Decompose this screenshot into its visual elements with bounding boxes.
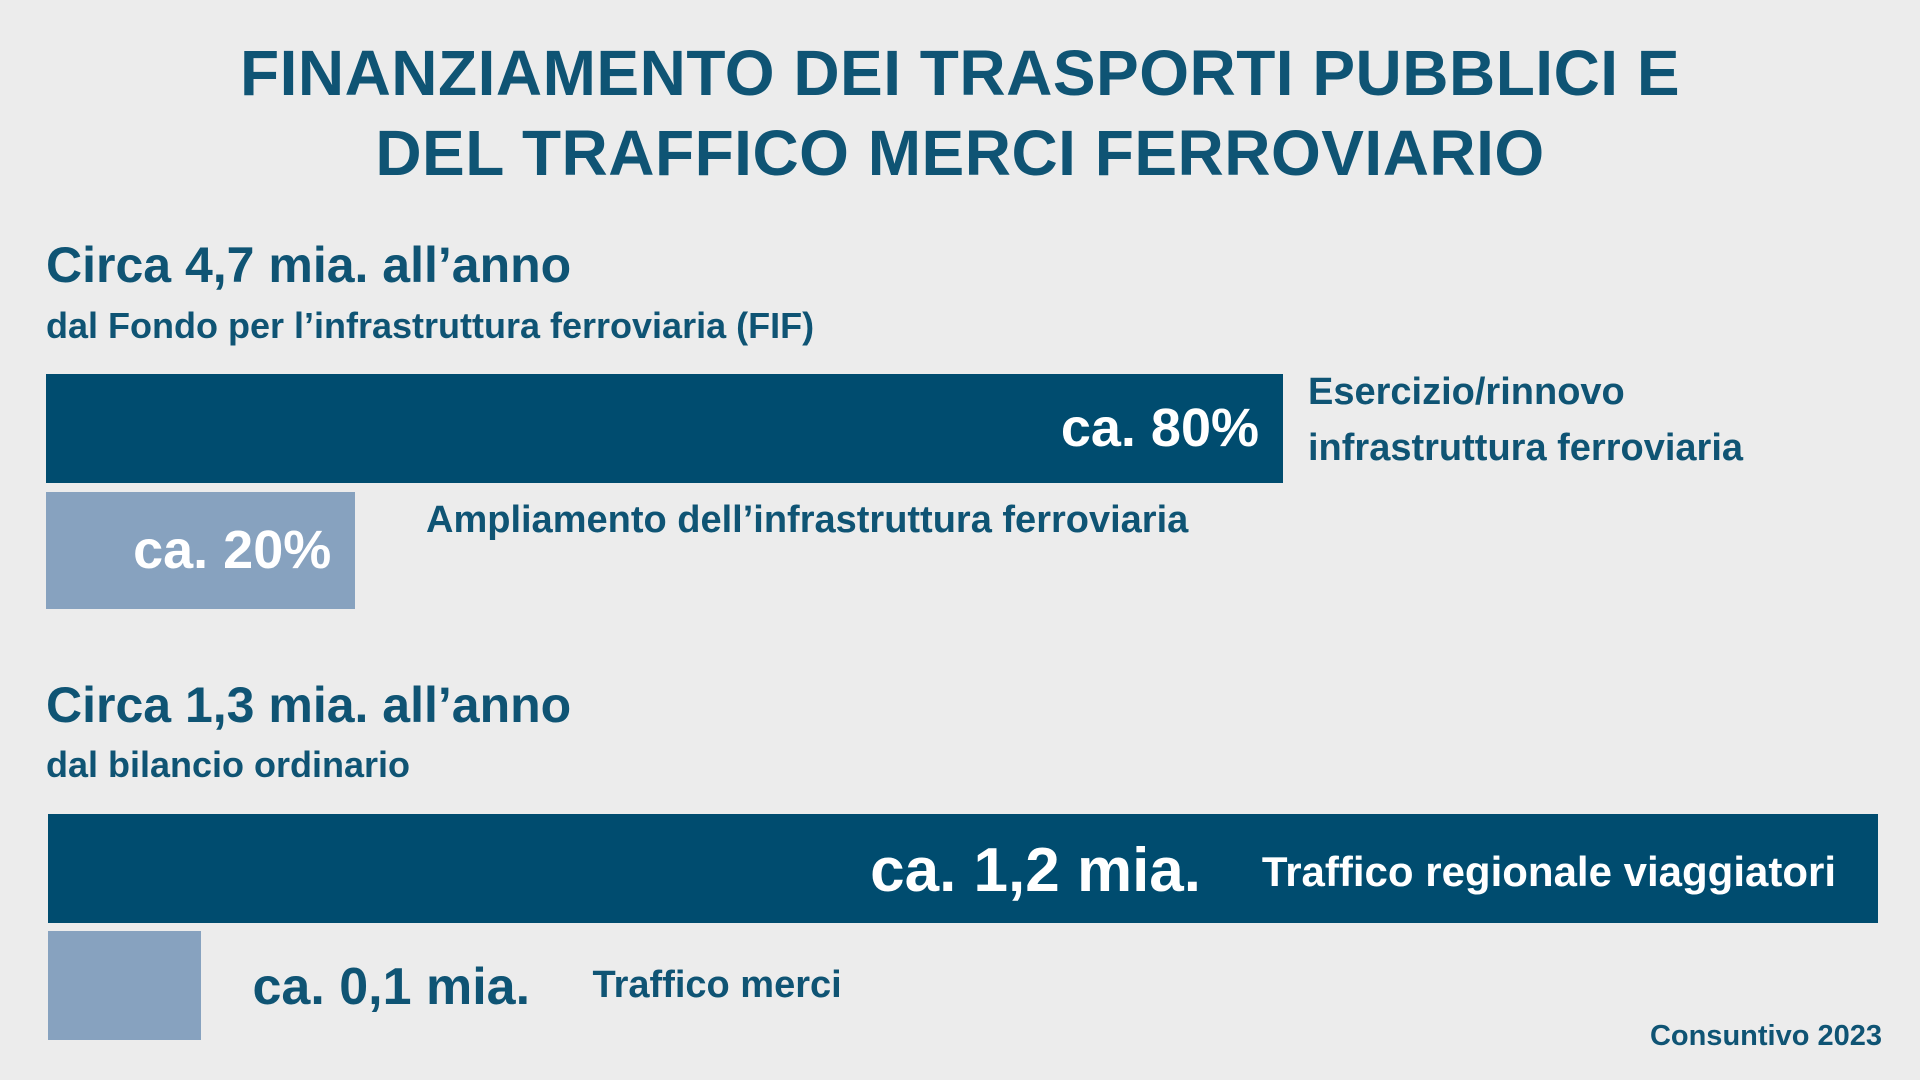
fif-section-heading: Circa 4,7 mia. all’anno xyxy=(46,237,572,293)
budget-bar-1-label: Traffico regionale viaggiatori xyxy=(1262,847,1836,897)
budget-bar-1-value: ca. 1,2 mia. xyxy=(870,836,1201,905)
fif-bar-2 xyxy=(46,492,356,609)
chart-title-line-1: FINANZIAMENTO DEI TRASPORTI PUBBLICI E xyxy=(239,37,1681,109)
budget-bar-2-label-line-1: Traffico merci xyxy=(592,964,842,1006)
chart-title-line-2: DEL TRAFFICO MERCI FERROVIARIO xyxy=(375,117,1545,189)
budget-bar-2 xyxy=(48,931,201,1040)
chart-title: FINANZIAMENTO DEI TRASPORTI PUBBLICI E D… xyxy=(0,33,1920,193)
budget-bar-1-label-line-1: Traffico regionale viaggiatori xyxy=(1261,848,1836,895)
fif-bar-2-value: ca. 20% xyxy=(133,520,332,581)
budget-bar-2-label: Traffico merci xyxy=(593,960,842,1010)
fif-bar-2-label-line-1: Ampliamento dell’infrastruttura ferrovia… xyxy=(426,499,1189,541)
fif-bar-1-label-line-2: infrastruttura ferroviaria xyxy=(1308,427,1744,469)
budget-section-heading: Circa 1,3 mia. all’anno xyxy=(46,677,572,733)
fif-bar-1 xyxy=(46,374,1283,483)
fif-bar-2-label: Ampliamento dell’infrastruttura ferrovia… xyxy=(426,492,1188,548)
budget-bar-1 xyxy=(48,814,1878,923)
budget-bar-2-value: ca. 0,1 mia. xyxy=(252,958,531,1016)
fif-bar-1-label-line-1: Esercizio/rinnovo xyxy=(1308,371,1625,413)
budget-section-subheading: dal bilancio ordinario xyxy=(46,744,411,785)
fif-bar-1-label: Esercizio/rinnovo infrastruttura ferrovia… xyxy=(1308,364,1743,476)
footnote: Consuntivo 2023 xyxy=(1649,1020,1882,1052)
fif-section-subheading: dal Fondo per l’infrastruttura ferroviar… xyxy=(46,305,815,346)
fif-bar-1-value: ca. 80% xyxy=(1060,398,1259,459)
